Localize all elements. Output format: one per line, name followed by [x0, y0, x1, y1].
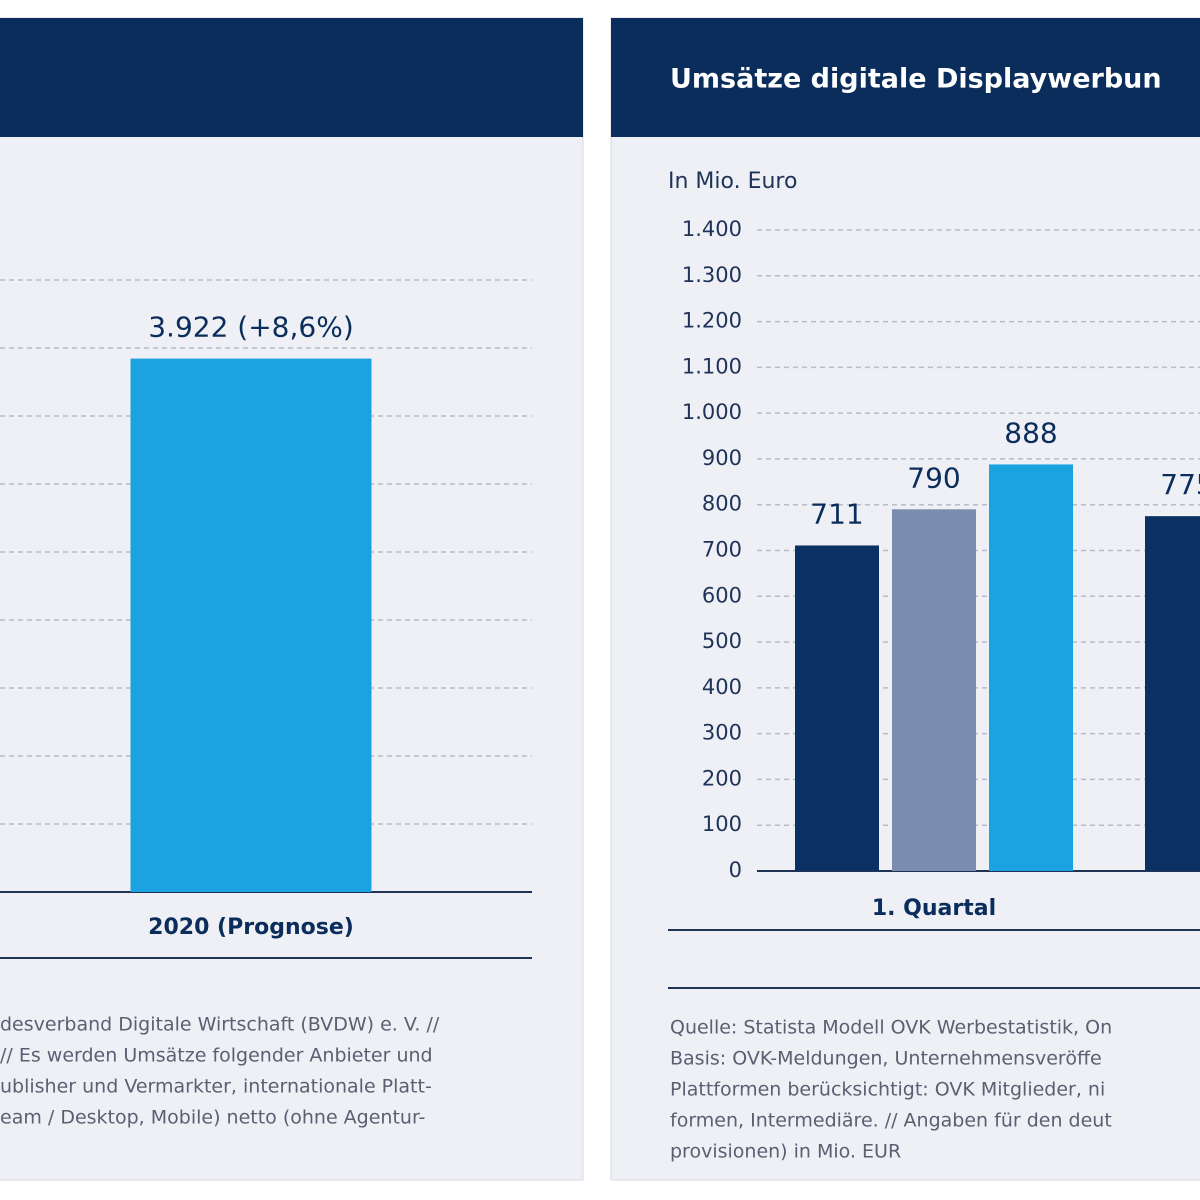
bar	[130, 358, 372, 892]
data-label: 711	[810, 497, 863, 530]
right-header	[611, 18, 1200, 137]
y-tick-label: 1.200	[682, 309, 742, 333]
data-label: 888	[1004, 416, 1057, 449]
source-line: ublisher und Vermarkter, internationale …	[0, 1076, 432, 1098]
source-line: // Es werden Umsätze folgender Anbieter …	[0, 1045, 433, 1067]
chart-title: Umsätze digitale Displaywerbun	[670, 64, 1162, 95]
y-axis-label: In Mio. Euro	[668, 169, 797, 194]
left-header	[0, 18, 583, 137]
y-tick-label: 1.000	[682, 400, 742, 424]
data-label: 3.922 (+8,6%)	[148, 311, 354, 344]
y-tick-label: 300	[702, 721, 742, 745]
x-tick-label: 1. Quartal	[872, 896, 996, 921]
y-tick-label: 500	[702, 629, 742, 653]
y-tick-label: 100	[702, 812, 742, 836]
y-tick-label: 200	[702, 766, 742, 790]
source-line: eam / Desktop, Mobile) netto (ohne Agent…	[0, 1107, 425, 1129]
source-line: desverband Digitale Wirtschaft (BVDW) e.…	[0, 1014, 440, 1036]
y-tick-label: 1.300	[682, 263, 742, 287]
y-tick-label: 800	[702, 492, 742, 516]
data-label: 775	[1160, 468, 1200, 501]
data-label: 790	[907, 461, 960, 494]
y-tick-label: 1.400	[682, 217, 742, 241]
bar	[989, 464, 1073, 871]
y-tick-label: 900	[702, 446, 742, 470]
bar	[1145, 516, 1200, 871]
y-tick-label: 600	[702, 583, 742, 607]
y-tick-label: 700	[702, 538, 742, 562]
source-line: Plattformen berücksichtigt: OVK Mitglied…	[670, 1079, 1105, 1101]
source-line: provisionen) in Mio. EUR	[670, 1141, 901, 1163]
y-tick-label: 1.100	[682, 354, 742, 378]
y-tick-label: 0	[729, 858, 742, 882]
source-line: Quelle: Statista Modell OVK Werbestatist…	[670, 1017, 1112, 1039]
source-line: Basis: OVK-Meldungen, Unternehmensveröff…	[670, 1048, 1102, 1070]
bar	[892, 509, 976, 871]
y-tick-label: 400	[702, 675, 742, 699]
x-tick-label: 2020 (Prognose)	[148, 915, 354, 940]
source-line: formen, Intermediäre. // Angaben für den…	[670, 1110, 1112, 1132]
bar	[795, 545, 879, 871]
